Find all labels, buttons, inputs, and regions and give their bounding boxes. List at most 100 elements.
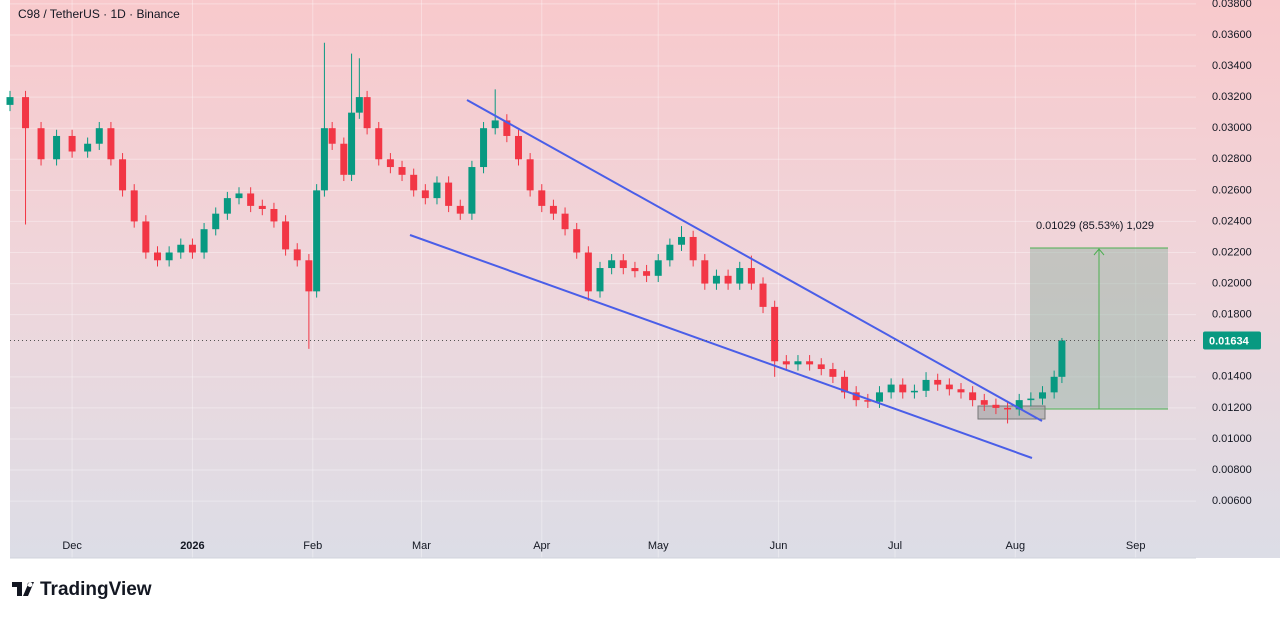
candle-body xyxy=(37,128,45,160)
candle-body xyxy=(258,205,266,209)
candle-body xyxy=(794,361,802,365)
y-tick-label: 0.00600 xyxy=(1212,495,1252,507)
candle-body xyxy=(771,306,779,362)
candle-body xyxy=(875,392,883,402)
candle-body xyxy=(736,268,744,284)
candle-body xyxy=(724,275,732,284)
chart-background xyxy=(10,0,1280,558)
candle-body xyxy=(957,389,965,393)
candle-body xyxy=(922,379,930,391)
x-tick-label: Sep xyxy=(1126,540,1146,552)
y-tick-label: 0.03200 xyxy=(1212,91,1252,103)
x-tick-label: Apr xyxy=(533,540,550,552)
candle-body xyxy=(386,159,394,168)
x-tick-label: Feb xyxy=(303,540,322,552)
wedge-upper xyxy=(466,99,1043,422)
candle-body xyxy=(340,143,348,175)
candle-body xyxy=(1015,400,1023,410)
candle-body xyxy=(712,275,720,284)
y-tick-label: 0.03600 xyxy=(1212,29,1252,41)
candle-body xyxy=(328,128,336,144)
y-tick-label: 0.03400 xyxy=(1212,60,1252,72)
x-tick-label: 2026 xyxy=(180,540,204,552)
candle-body xyxy=(119,159,127,191)
symbol-title: C98 / TetherUS · 1D · Binance xyxy=(18,7,180,21)
candle-body xyxy=(223,198,231,214)
candle-body xyxy=(596,268,604,292)
candle-body xyxy=(689,236,697,261)
candle-body xyxy=(107,128,115,160)
candle-body xyxy=(1027,398,1035,401)
candle-body xyxy=(84,143,92,152)
y-tick-label: 0.02400 xyxy=(1212,215,1252,227)
candle-body xyxy=(6,97,14,105)
candle-body xyxy=(561,213,569,230)
measure-label: 0.01029 (85.53%) 1,029 xyxy=(1036,220,1154,232)
candle-body xyxy=(584,252,592,292)
candle-body xyxy=(22,97,30,129)
candle-body xyxy=(445,182,453,206)
candle-body xyxy=(355,97,363,113)
candle-body xyxy=(619,260,627,269)
candle-body xyxy=(468,167,476,214)
candle-body xyxy=(1058,340,1066,377)
candle-body xyxy=(491,120,499,129)
candle-body xyxy=(456,205,464,214)
candle-body xyxy=(852,392,860,401)
candle-body xyxy=(608,260,616,269)
candle-body xyxy=(313,190,321,292)
candle-body xyxy=(538,190,546,206)
candle-body xyxy=(154,252,161,261)
y-tick-label: 0.01000 xyxy=(1212,433,1252,445)
last-price-box xyxy=(1203,331,1261,350)
candle-body xyxy=(503,120,511,136)
candle-body xyxy=(95,128,103,144)
candle-body xyxy=(1050,376,1058,393)
x-tick-label: Jul xyxy=(888,540,902,552)
candle-body xyxy=(68,135,76,152)
candle-body xyxy=(130,190,138,222)
candle-body xyxy=(841,376,849,393)
x-tick-label: Jun xyxy=(770,540,788,552)
candle-body xyxy=(864,400,872,402)
candle-body xyxy=(631,268,639,272)
y-tick-label: 0.01800 xyxy=(1212,309,1252,321)
y-tick-label: 0.01200 xyxy=(1212,402,1252,414)
candle-body xyxy=(643,271,651,276)
y-tick-label: 0.03800 xyxy=(1212,0,1252,10)
candle-body xyxy=(320,128,328,191)
candle-body xyxy=(1039,392,1046,399)
candle-body xyxy=(433,182,441,199)
candles xyxy=(6,42,1066,424)
y-tick-label: 0.02600 xyxy=(1212,184,1252,196)
candle-body xyxy=(177,244,185,253)
candle-body xyxy=(782,361,790,365)
candle-body xyxy=(514,135,522,160)
candle-body xyxy=(945,384,953,390)
x-tick-label: Aug xyxy=(1006,540,1026,552)
candle-body xyxy=(375,128,383,160)
candle-body xyxy=(305,260,313,292)
y-tick-label: 0.02000 xyxy=(1212,277,1252,289)
candle-body xyxy=(549,205,557,214)
candle-body xyxy=(282,221,290,250)
candle-body xyxy=(348,112,356,175)
candle-body xyxy=(247,193,255,206)
y-tick-label: 0.01400 xyxy=(1212,371,1252,383)
candle-body xyxy=(293,249,301,261)
candle-body xyxy=(910,390,918,393)
last-price-label: 0.01634 xyxy=(1209,335,1250,347)
candle-body xyxy=(829,369,837,377)
candle-body xyxy=(806,361,814,365)
candle-body xyxy=(666,244,674,261)
candle-body xyxy=(980,400,988,405)
x-tick-label: Dec xyxy=(62,540,82,552)
brand-logo xyxy=(12,582,34,596)
candle-body xyxy=(212,213,220,230)
candle-body xyxy=(992,404,1000,408)
y-tick-label: 0.02800 xyxy=(1212,153,1252,165)
candle-body xyxy=(759,283,767,307)
candle-body xyxy=(678,236,686,245)
